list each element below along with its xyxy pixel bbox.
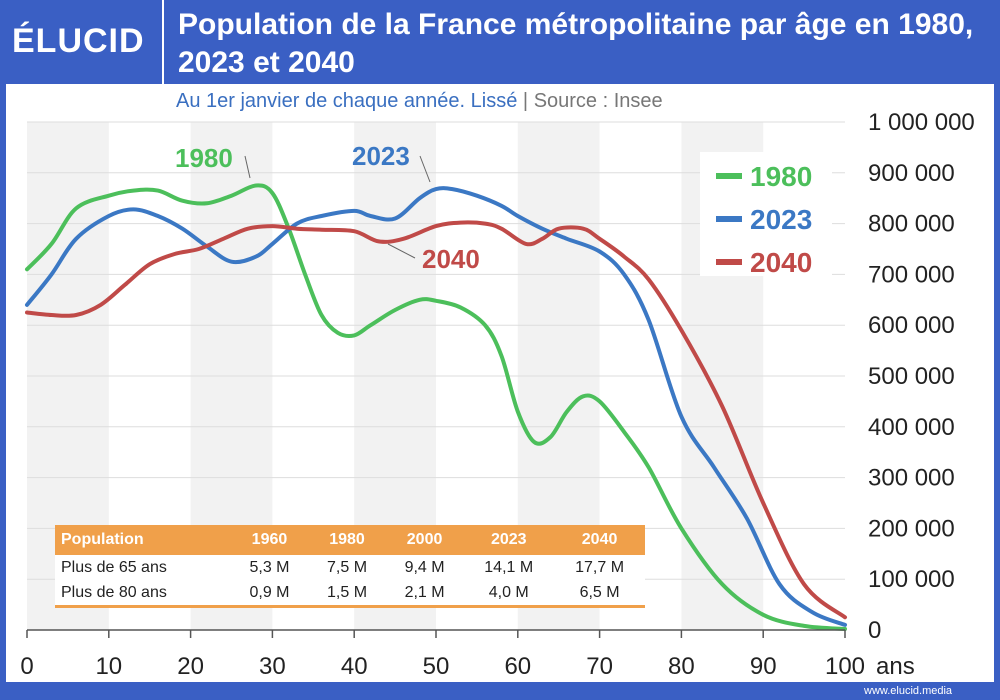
header: ÉLUCID Population de la France métropoli…: [0, 0, 1000, 84]
legend-label-1980: 1980: [750, 161, 812, 192]
annotation-leader-1980: [244, 155, 251, 179]
x-tick-label-80: 80: [668, 653, 695, 680]
x-tick-label-50: 50: [423, 653, 450, 680]
chart-subtitle: Au 1er janvier de chaque année. Lissé | …: [176, 88, 663, 114]
legend-box: [700, 152, 832, 276]
series-line-2023: [25, 186, 847, 627]
logo-separator: [162, 0, 164, 84]
table-cell: 1,5 M: [308, 580, 386, 608]
table-cell: 4,0 M: [463, 580, 555, 608]
series-line-2040: [25, 220, 847, 620]
elucid-logo: ÉLUCID: [12, 22, 145, 60]
table-cell: 2,1 M: [385, 580, 464, 608]
subtitle-source: Source : Insee: [533, 90, 663, 112]
table-header-row: Population 1960 1980 2000 2023 2040: [55, 525, 645, 555]
table-cell: 5,3 M: [230, 555, 309, 580]
y-tick-label-1000000: 1 000 000: [868, 109, 975, 136]
y-tick-label-900000: 900 000: [868, 160, 955, 187]
y-tick-label-700000: 700 000: [868, 261, 955, 288]
table-cell: Plus de 65 ans: [55, 555, 231, 580]
line-annotations: 1980 2023 2040: [175, 141, 480, 274]
legend-label-2023: 2023: [750, 204, 812, 235]
table-header-cell: 1960: [230, 525, 309, 555]
table-cell: 17,7 M: [554, 555, 645, 580]
table-header-cell: 2000: [385, 525, 464, 555]
table-header-cell: 1980: [308, 525, 386, 555]
table-cell: 9,4 M: [385, 555, 464, 580]
table-cell: Plus de 80 ans: [55, 580, 231, 608]
x-tick-label-30: 30: [259, 653, 286, 680]
x-tick-label-0: 0: [20, 653, 33, 680]
x-tick-label-60: 60: [504, 653, 531, 680]
table-row: Plus de 65 ans 5,3 M 7,5 M 9,4 M 14,1 M 17,7 …: [55, 555, 645, 580]
y-tick-label-600000: 600 000: [868, 312, 955, 339]
table-cell: 14,1 M: [463, 555, 555, 580]
y-tick-label-400000: 400 000: [868, 414, 955, 441]
x-axis-unit-label: ans: [876, 653, 915, 680]
x-tick-label-40: 40: [341, 653, 368, 680]
x-tick-label-20: 20: [177, 653, 204, 680]
population-summary-table: Population 1960 1980 2000 2023 2040 Plus de 6…: [55, 525, 645, 608]
annotation-label-2023: 2023: [352, 141, 410, 171]
x-tick-label-90: 90: [750, 653, 777, 680]
x-tick-label-100: 100: [825, 653, 865, 680]
footer-url: www.elucid.media: [864, 685, 953, 697]
y-tick-label-100000: 100 000: [868, 566, 955, 593]
y-tick-label-300000: 300 000: [868, 465, 955, 492]
y-tick-label-500000: 500 000: [868, 363, 955, 390]
series-line-1980: [25, 183, 847, 631]
y-tick-label-200000: 200 000: [868, 515, 955, 542]
table-header-cell: 2040: [554, 525, 645, 555]
y-axis: 0 100 000 200 000 300 000 400 000 500 000 600 …: [868, 109, 975, 644]
y-tick-label-0: 0: [868, 617, 881, 644]
table-cell: 7,5 M: [308, 555, 386, 580]
table-header-cell: 2023: [463, 525, 555, 555]
table-body: Plus de 65 ans 5,3 M 7,5 M 9,4 M 14,1 M 17,7 …: [55, 555, 645, 608]
chart-legend: 1980 2023 2040: [700, 152, 832, 278]
annotation-label-1980: 1980: [175, 143, 233, 173]
table-cell: 0,9 M: [230, 580, 309, 608]
annotation-label-2040: 2040: [422, 244, 480, 274]
x-tick-label-70: 70: [586, 653, 613, 680]
table-row: Plus de 80 ans 0,9 M 1,5 M 2,1 M 4,0 M 6,5 M: [55, 580, 645, 608]
annotation-leader-2023: [419, 155, 431, 183]
series-lines: [25, 183, 847, 631]
subtitle-note: Au 1er janvier de chaque année. Lissé: [176, 90, 518, 112]
chart-title: Population de la France métropolitaine p…: [178, 8, 974, 79]
x-tick-label-10: 10: [95, 653, 122, 680]
table-header-cell: Population: [55, 525, 231, 555]
y-tick-label-800000: 800 000: [868, 211, 955, 238]
subtitle-separator: |: [522, 90, 529, 112]
table-cell: 6,5 M: [554, 580, 645, 608]
legend-label-2040: 2040: [750, 247, 812, 278]
annotation-leader-2040: [387, 243, 416, 259]
x-axis: 0 10 20 30 40 50 60 70 80 90 100 ans: [20, 629, 915, 680]
